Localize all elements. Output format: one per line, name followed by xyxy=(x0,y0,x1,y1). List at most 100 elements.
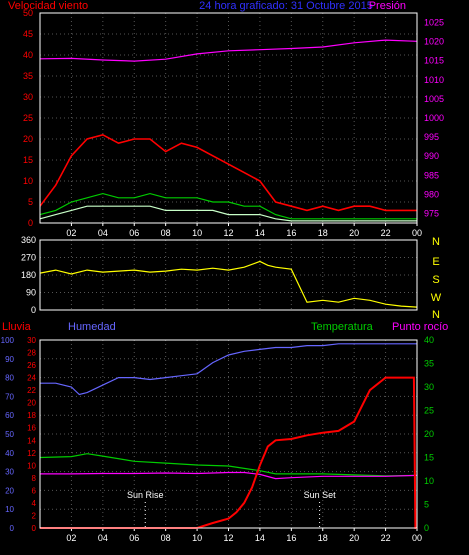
x-tick-label: 22 xyxy=(381,533,391,543)
rain-label: Lluvia xyxy=(2,321,32,333)
x-tick-label: 04 xyxy=(98,533,108,543)
temperature-tick-label: 25 xyxy=(424,406,434,416)
direction-tick-label: 360 xyxy=(21,235,36,245)
rain-tick-label: 20 xyxy=(27,399,36,408)
x-tick-label: 20 xyxy=(349,533,359,543)
pressure-tick-label: 1020 xyxy=(424,37,444,47)
pressure-tick-label: 1000 xyxy=(424,113,444,123)
temperature-tick-label: 40 xyxy=(424,335,434,345)
rain-tick-label: 0 xyxy=(32,524,37,533)
wind-pressure-grid xyxy=(40,13,418,223)
humidity-tick-label: 20 xyxy=(5,486,14,495)
wind-speed-tick-label: 20 xyxy=(23,134,33,144)
compass-label: N xyxy=(432,309,440,321)
wind-speed-tick-label: 50 xyxy=(23,8,33,18)
direction-tick-label: 0 xyxy=(31,305,36,315)
direction-tick-label: 270 xyxy=(21,253,36,263)
wind-speed-tick-label: 15 xyxy=(23,155,33,165)
compass-label: S xyxy=(432,274,439,286)
rain-tick-label: 4 xyxy=(32,499,37,508)
x-tick-label: 18 xyxy=(318,228,328,238)
x-tick-label: 10 xyxy=(192,228,202,238)
x-tick-label: 12 xyxy=(223,228,233,238)
rain-tick-label: 2 xyxy=(32,511,37,520)
series-line-1 xyxy=(39,192,417,220)
rain-tick-label: 30 xyxy=(27,336,36,345)
temperature-label: Temperatura xyxy=(311,321,374,333)
temperature-tick-label: 30 xyxy=(424,382,434,392)
wind-speed-tick-label: 5 xyxy=(28,197,33,207)
wind-speed-tick-label: 10 xyxy=(23,176,33,186)
x-tick-label: 10 xyxy=(192,533,202,543)
temperature-tick-label: 15 xyxy=(424,453,434,463)
rain-tick-label: 8 xyxy=(32,474,37,483)
humidity-temperature-series xyxy=(39,343,418,529)
series-line-hum-0 xyxy=(40,343,417,396)
wind-speed-tick-label: 45 xyxy=(23,29,33,39)
x-tick-label: 02 xyxy=(66,533,76,543)
annotation-label: Sun Set xyxy=(304,490,337,500)
pressure-tick-label: 1015 xyxy=(424,56,444,66)
compass-label: N xyxy=(432,236,440,248)
rain-tick-label: 16 xyxy=(27,424,36,433)
humidity-tick-label: 70 xyxy=(5,392,14,401)
temperature-tick-label: 10 xyxy=(424,476,434,486)
x-tick-label: 00 xyxy=(412,533,422,543)
humidity-label: Humedad xyxy=(68,321,116,333)
temperature-tick-label: 5 xyxy=(424,500,429,510)
humidity-tick-label: 50 xyxy=(5,430,14,439)
x-tick-label: 06 xyxy=(129,228,139,238)
pressure-tick-label: 995 xyxy=(424,132,439,142)
rain-tick-label: 18 xyxy=(27,411,36,420)
wind-speed-tick-label: 25 xyxy=(23,113,33,123)
temperature-tick-label: 0 xyxy=(424,523,429,533)
pressure-tick-label: 985 xyxy=(424,170,439,180)
wind-speed-tick-label: 30 xyxy=(23,92,33,102)
series-line-temp-2 xyxy=(40,471,418,480)
wind-pressure-frame xyxy=(39,12,418,224)
rain-tick-label: 26 xyxy=(27,361,36,370)
humidity-temperature-frame xyxy=(39,339,418,529)
x-tick-label: 20 xyxy=(349,228,359,238)
x-tick-label: 22 xyxy=(381,228,391,238)
wind-speed-tick-label: 35 xyxy=(23,71,33,81)
pressure-tick-label: 980 xyxy=(424,189,439,199)
compass-label: E xyxy=(432,256,439,268)
humidity-tick-label: 60 xyxy=(5,411,14,420)
pressure-tick-label: 1025 xyxy=(424,18,444,28)
wind-speed-tick-label: 0 xyxy=(28,218,33,228)
direction-line-0 xyxy=(39,260,418,308)
x-tick-label: 04 xyxy=(98,228,108,238)
humidity-tick-label: 0 xyxy=(10,524,15,533)
x-tick-label: 18 xyxy=(318,533,328,543)
x-tick-label: 08 xyxy=(161,533,171,543)
x-tick-label: 14 xyxy=(255,533,265,543)
humidity-tick-label: 10 xyxy=(5,505,14,514)
wind-direction-series xyxy=(39,260,418,308)
x-tick-label: 14 xyxy=(255,228,265,238)
series-line-0 xyxy=(39,133,417,212)
temperature-tick-label: 35 xyxy=(424,359,434,369)
annotation-label: Sun Rise xyxy=(127,490,164,500)
humidity-tick-label: 100 xyxy=(1,336,15,345)
x-tick-label: 16 xyxy=(286,533,296,543)
x-tick-label: 02 xyxy=(66,228,76,238)
rain-tick-label: 22 xyxy=(27,386,36,395)
x-tick-label: 08 xyxy=(161,228,171,238)
pressure-tick-label: 975 xyxy=(424,208,439,218)
wind-direction-grid xyxy=(40,240,418,310)
direction-tick-label: 180 xyxy=(21,270,36,280)
series-line-rain-3 xyxy=(40,376,417,529)
wind-speed-label: Velocidad viento xyxy=(8,0,88,12)
wind-speed-tick-label: 40 xyxy=(23,50,33,60)
compass-label: W xyxy=(431,292,442,304)
x-tick-label: 06 xyxy=(129,533,139,543)
humidity-tick-label: 80 xyxy=(5,374,14,383)
dew-point-label: Punto rocío xyxy=(392,321,448,333)
chart-title: 24 hora graficado: 31 Octubre 2015 xyxy=(199,0,373,12)
rain-tick-label: 12 xyxy=(27,449,36,458)
temperature-tick-label: 20 xyxy=(424,429,434,439)
humidity-temperature-ticks: 0102030405060708090100024681012141618202… xyxy=(1,335,434,543)
series-line-3 xyxy=(39,39,418,62)
